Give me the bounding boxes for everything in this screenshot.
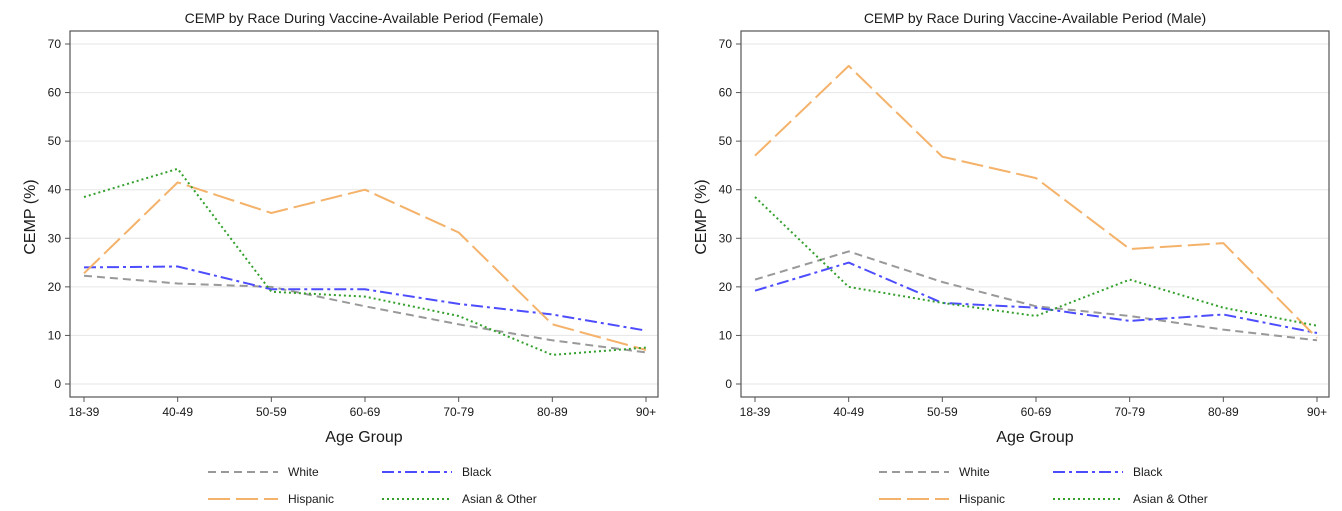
x-axis-label: Age Group [996,429,1073,446]
x-tick-label: 18-39 [69,405,100,419]
x-tick-label: 80-89 [537,405,568,419]
y-tick-label: 60 [719,86,733,100]
y-tick-label: 50 [719,134,733,148]
x-tick-label: 90+ [636,405,656,419]
y-tick-label: 0 [54,377,61,391]
y-tick-label: 20 [48,280,62,294]
legend-label-black: Black [1133,465,1163,479]
y-tick-label: 30 [719,231,733,245]
legend-label-asian-other: Asian & Other [1133,492,1208,506]
y-tick-label: 60 [48,86,62,100]
y-axis-label: CEMP (%) [22,179,39,254]
chart-male-svg: CEMP by Race During Vaccine-Available Pe… [693,10,1330,506]
x-axis-label: Age Group [325,429,402,446]
legend-label-asian-other: Asian & Other [462,492,537,506]
x-tick-label: 60-69 [1021,405,1052,419]
x-tick-label: 50-59 [256,405,287,419]
x-tick-label: 50-59 [927,405,958,419]
series-line-hispanic [754,64,1318,339]
y-axis-label: CEMP (%) [693,179,710,254]
y-tick-label: 40 [719,183,733,197]
legend-label-white: White [959,465,990,479]
y-tick-label: 20 [719,280,733,294]
x-tick-label: 40-49 [162,405,193,419]
series-line-asian-other [83,167,647,356]
chart-panel-female: CEMP by Race During Vaccine-Available Pe… [22,10,659,506]
plot-frame [69,30,659,398]
series-line-black [754,261,1318,334]
x-tick-label: 40-49 [833,405,864,419]
y-tick-label: 30 [48,231,62,245]
x-tick-label: 70-79 [1114,405,1145,419]
legend-label-black: Black [462,465,492,479]
x-tick-label: 70-79 [443,405,474,419]
legend-label-white: White [288,465,319,479]
series-line-black [83,265,647,332]
chart-title: CEMP by Race During Vaccine-Available Pe… [185,10,544,26]
x-tick-label: 90+ [1307,405,1327,419]
chart-title: CEMP by Race During Vaccine-Available Pe… [864,10,1206,26]
y-tick-label: 0 [725,377,732,391]
plot-frame [740,30,1330,398]
series-line-hispanic [83,181,647,351]
y-tick-label: 10 [719,328,733,342]
legend-label-hispanic: Hispanic [288,492,334,506]
y-tick-label: 70 [48,37,62,51]
chart-female-svg: CEMP by Race During Vaccine-Available Pe… [22,10,659,506]
x-tick-label: 80-89 [1208,405,1239,419]
y-tick-label: 10 [48,328,62,342]
chart-panel-male: CEMP by Race During Vaccine-Available Pe… [671,0,1342,511]
y-tick-label: 40 [48,183,62,197]
y-tick-label: 50 [48,134,62,148]
x-tick-label: 60-69 [350,405,381,419]
series-line-white [83,274,647,354]
y-tick-label: 70 [719,37,733,51]
series-line-white [754,250,1318,342]
legend-label-hispanic: Hispanic [959,492,1005,506]
x-tick-label: 18-39 [740,405,771,419]
